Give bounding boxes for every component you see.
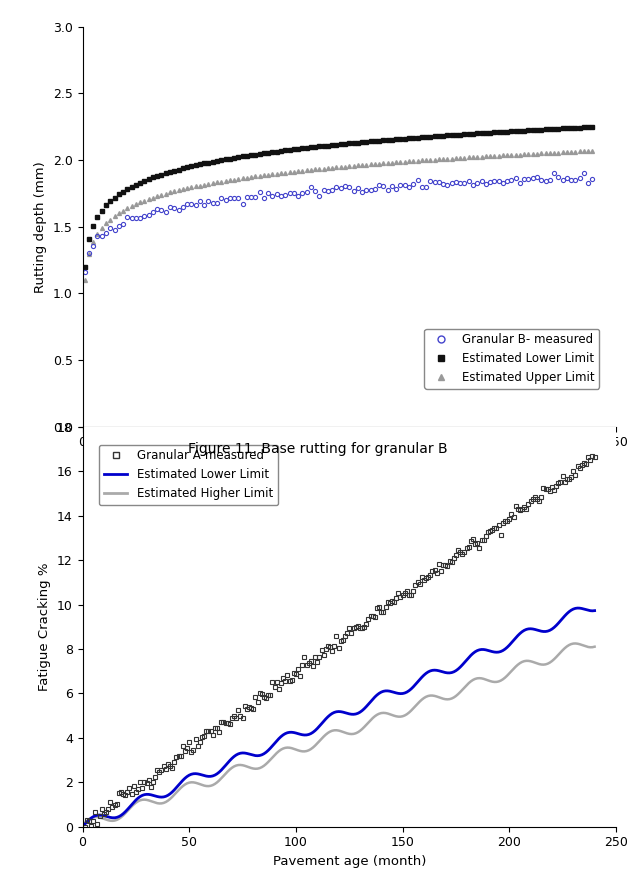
- X-axis label: Pavement age (month): Pavement age (month): [272, 455, 426, 468]
- Text: Figure 11. Base rutting for granular B: Figure 11. Base rutting for granular B: [188, 442, 447, 456]
- Y-axis label: Fatigue Cracking %: Fatigue Cracking %: [38, 563, 51, 691]
- Y-axis label: Rutting depth (mm): Rutting depth (mm): [34, 161, 47, 292]
- Legend: Granular A-measured, Estimated Lower Limit, Estimated Higher Limit: Granular A-measured, Estimated Lower Lim…: [99, 444, 278, 505]
- X-axis label: Pavement age (month): Pavement age (month): [272, 855, 426, 868]
- Legend: Granular B- measured, Estimated Lower Limit, Estimated Upper Limit: Granular B- measured, Estimated Lower Li…: [424, 329, 599, 388]
